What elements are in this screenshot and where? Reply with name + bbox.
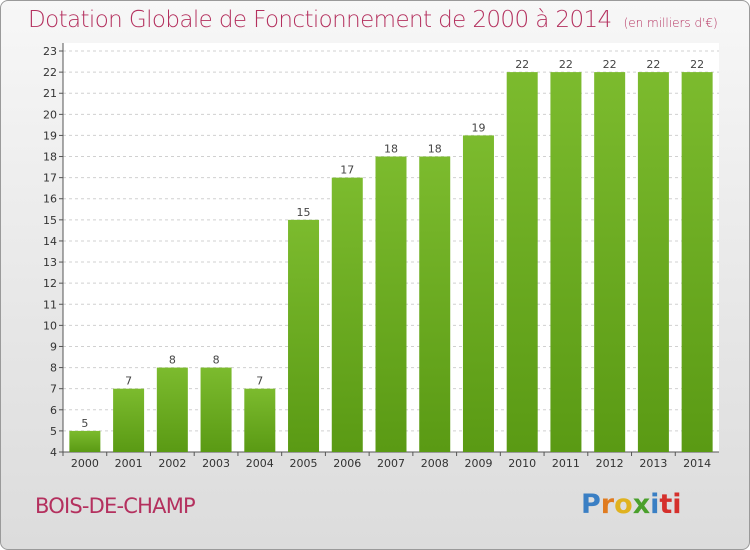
y-tick-label: 15 <box>43 214 57 227</box>
y-tick-label: 16 <box>43 193 57 206</box>
y-tick-label: 14 <box>43 235 57 248</box>
bar <box>462 135 494 452</box>
bar <box>331 177 363 452</box>
bar <box>506 72 538 453</box>
y-tick-label: 23 <box>43 45 57 58</box>
bar <box>156 367 188 452</box>
y-tick-label: 22 <box>43 66 57 79</box>
chart-subtitle: (en milliers d'€) <box>623 16 718 30</box>
y-tick-label: 10 <box>43 319 57 332</box>
data-label: 19 <box>471 121 485 134</box>
y-tick-label: 11 <box>43 298 57 311</box>
data-label: 17 <box>340 164 354 177</box>
x-tick-label: 2000 <box>71 457 99 470</box>
data-label: 18 <box>384 143 398 156</box>
y-tick-label: 21 <box>43 87 57 100</box>
y-tick-label: 8 <box>50 362 57 375</box>
data-label: 8 <box>213 354 220 367</box>
bar <box>69 430 101 452</box>
x-tick-label: 2012 <box>596 457 624 470</box>
bar <box>637 72 669 453</box>
y-tick-label: 6 <box>50 404 57 417</box>
x-tick-label: 2001 <box>115 457 143 470</box>
y-tick-label: 9 <box>50 340 57 353</box>
y-tick-label: 13 <box>43 256 57 269</box>
x-tick-label: 2009 <box>464 457 492 470</box>
x-tick-label: 2005 <box>290 457 318 470</box>
bar <box>681 72 713 453</box>
x-tick-label: 2002 <box>158 457 186 470</box>
y-tick-label: 4 <box>50 446 57 459</box>
x-tick-label: 2007 <box>377 457 405 470</box>
data-label: 22 <box>515 58 529 71</box>
data-label: 7 <box>125 375 132 388</box>
bar <box>550 72 582 453</box>
bar <box>419 156 451 453</box>
y-tick-label: 5 <box>50 425 57 438</box>
data-label: 18 <box>428 143 442 156</box>
data-label: 8 <box>169 354 176 367</box>
proxiti-logo: Proxiti <box>581 489 682 520</box>
data-label: 22 <box>559 58 573 71</box>
y-tick-label: 17 <box>43 172 57 185</box>
data-label: 22 <box>690 58 704 71</box>
x-tick-label: 2008 <box>421 457 449 470</box>
x-tick-label: 2006 <box>333 457 361 470</box>
bar <box>113 388 145 452</box>
data-label: 22 <box>646 58 660 71</box>
data-label: 22 <box>603 58 617 71</box>
data-label: 7 <box>256 375 263 388</box>
bar <box>200 367 232 452</box>
x-tick-label: 2003 <box>202 457 230 470</box>
x-tick-label: 2014 <box>683 457 711 470</box>
commune-name: BOIS-DE-CHAMP <box>35 494 196 518</box>
data-label: 5 <box>81 417 88 430</box>
x-tick-label: 2010 <box>508 457 536 470</box>
x-tick-label: 2011 <box>552 457 580 470</box>
bar <box>288 219 320 452</box>
x-tick-label: 2013 <box>639 457 667 470</box>
y-tick-label: 18 <box>43 151 57 164</box>
x-tick-label: 2004 <box>246 457 274 470</box>
bar <box>594 72 626 453</box>
chart-title: Dotation Globale de Fonctionnement de 20… <box>28 7 718 33</box>
data-label: 15 <box>297 206 311 219</box>
bar <box>375 156 407 453</box>
bar <box>244 388 276 452</box>
y-tick-label: 12 <box>43 277 57 290</box>
y-tick-label: 20 <box>43 108 57 121</box>
y-tick-label: 19 <box>43 129 57 142</box>
y-tick-label: 7 <box>50 383 57 396</box>
